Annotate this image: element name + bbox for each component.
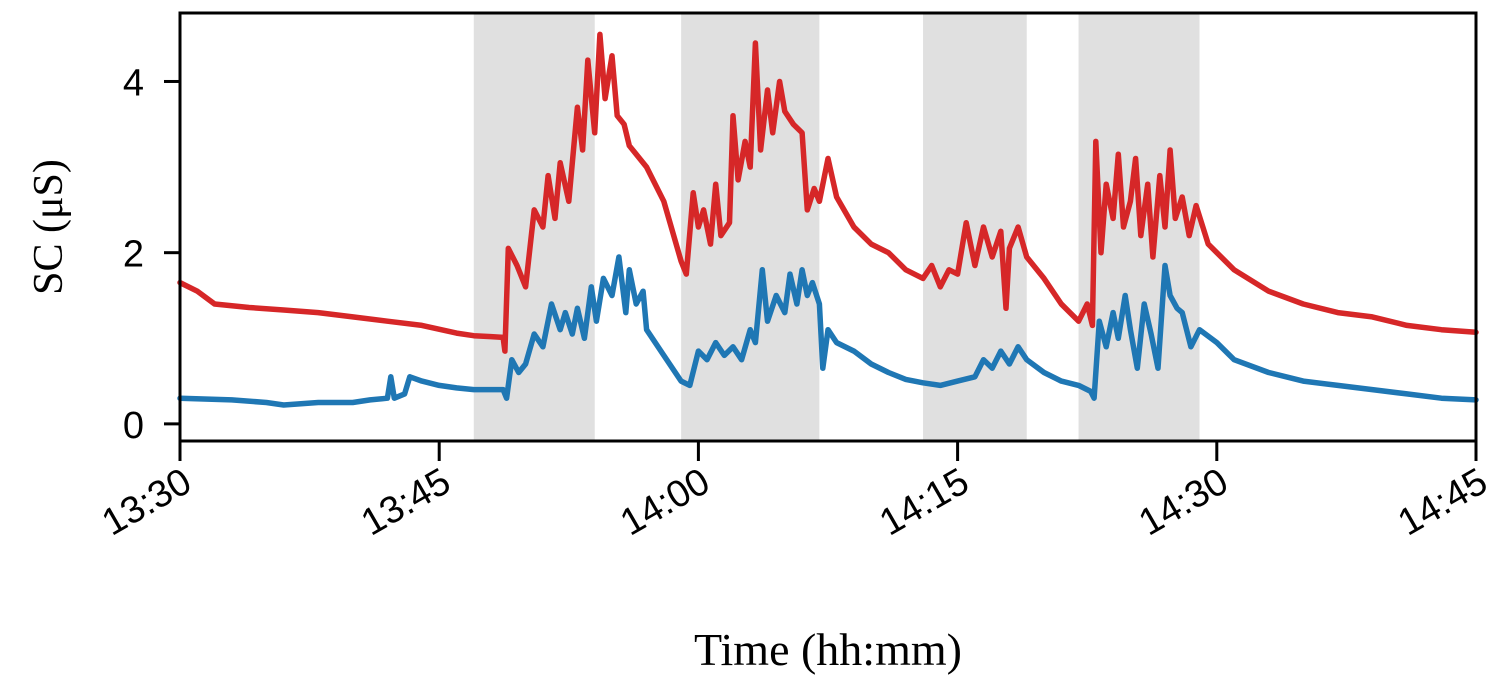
x-tick-label: 14:15 (873, 460, 976, 544)
series-line-2 (177, 254, 1479, 408)
x-tick-label: 14:00 (614, 460, 717, 544)
y-tick-label: 4 (123, 62, 144, 104)
y-axis-title: SC (μS) (26, 159, 72, 295)
shaded-intervals (473, 13, 1200, 441)
shaded-interval-3 (923, 13, 1027, 441)
y-tick-label: 2 (123, 234, 144, 276)
y-tick-label: 0 (123, 405, 144, 447)
x-axis-ticks: 13:30 13:45 14:00 14:15 14:30 14:45 (95, 441, 1495, 544)
plot-frame (178, 11, 1478, 443)
series-lines (177, 31, 1479, 408)
shaded-interval-2 (681, 13, 820, 441)
y-axis-ticks: 0 2 4 (123, 62, 180, 447)
x-tick-label: 14:45 (1391, 460, 1494, 544)
series-line-1 (177, 31, 1479, 354)
x-axis-title: Time (hh:mm) (694, 624, 962, 675)
x-tick-label: 13:30 (95, 460, 198, 544)
x-tick-label: 13:45 (354, 460, 457, 544)
x-tick-label: 14:30 (1132, 460, 1235, 544)
